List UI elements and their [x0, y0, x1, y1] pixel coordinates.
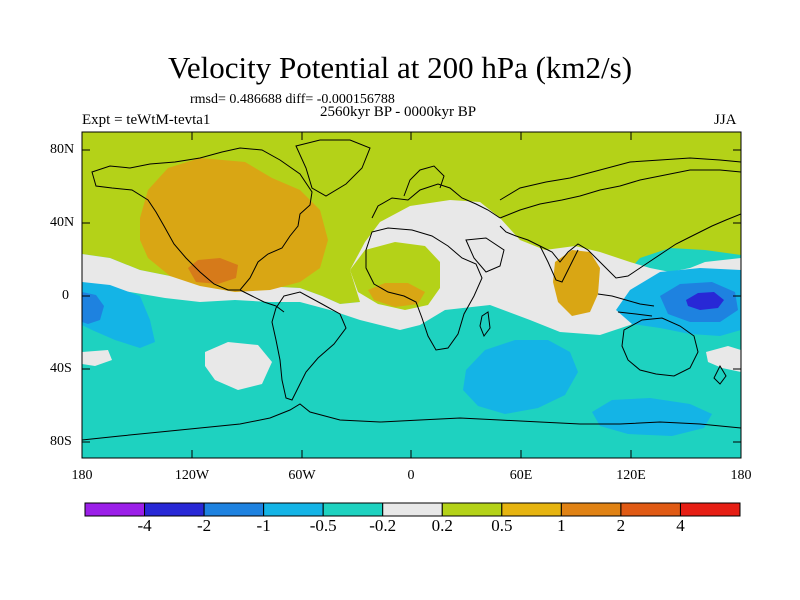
colorbar-label: -1: [256, 516, 271, 535]
coast-arabia: [465, 237, 505, 273]
coast-central-america: [239, 289, 285, 313]
colorbar-swatch: [501, 502, 562, 517]
experiment-label: Expt = teWtM-tevta1: [82, 112, 211, 128]
lat-tick-label: 40S: [50, 361, 72, 376]
lon-tick-label: 60E: [509, 468, 533, 483]
coast-africa: [365, 227, 483, 351]
field-east-pacific-core: [686, 292, 724, 310]
colorbar-swatch: [84, 502, 146, 517]
season-label: JJA: [714, 112, 737, 128]
coast-new-zealand: [713, 364, 727, 385]
period-label: 2560kyr BP - 0000kyr BP: [320, 104, 477, 120]
coast-antarctica: [82, 403, 741, 441]
field-sw-neutral: [82, 350, 112, 366]
colorbar-swatch: [620, 502, 681, 517]
coastlines: [82, 139, 741, 441]
lat-tick-label: 0: [62, 288, 69, 303]
field-west-pacific-negative: [82, 282, 155, 348]
colorbar-swatch: [679, 502, 741, 517]
colorbar-swatch: [144, 502, 205, 517]
colorbar-swatch: [441, 502, 503, 517]
colorbar-swatch: [263, 502, 324, 517]
lat-tick-label: 40N: [50, 215, 75, 230]
lon-tick-label: 180: [730, 468, 752, 483]
colorbar-label: -0.5: [309, 516, 337, 535]
coast-siberia-north: [499, 157, 741, 201]
coast-indonesia: [597, 293, 655, 317]
colorbar-label: -2: [196, 516, 212, 535]
coast-europe: [371, 183, 501, 219]
colorbar-label: 2: [616, 516, 626, 535]
coast-australia: [621, 317, 699, 377]
colorbar-swatch: [203, 502, 265, 517]
lat-tick-label: 80N: [50, 142, 75, 157]
coast-india: [539, 245, 579, 283]
field-indian-negative: [463, 340, 578, 414]
lon-tick-label: 120W: [174, 468, 210, 483]
field-samerica-neutral: [205, 342, 272, 390]
field-namerica-core: [188, 258, 238, 284]
colorbar-swatch: [560, 502, 622, 517]
field-south-pacific-negative: [592, 398, 712, 436]
colorbar-label: -4: [137, 516, 152, 535]
field-west-pacific-core: [82, 292, 104, 324]
field-se-neutral: [706, 346, 741, 372]
lon-tick-label: 0: [407, 468, 415, 483]
colorbar-swatch: [382, 502, 443, 517]
coast-madagascar: [479, 311, 491, 338]
colorbar-label: 0.5: [491, 516, 513, 535]
lon-tick-label: 120E: [616, 468, 646, 483]
coast-north-america: [91, 147, 313, 291]
colorbar-swatch: [322, 502, 384, 517]
colorbar-label: 1: [557, 516, 566, 535]
coast-south-america: [271, 291, 347, 401]
stats-line: rmsd= 0.486688 diff= -0.000156788: [190, 92, 395, 107]
coast-asia: [499, 169, 741, 279]
lon-tick-label: 60W: [288, 468, 316, 483]
colorbar-label: 4: [676, 516, 685, 535]
lon-tick-label: 180: [71, 468, 93, 483]
map-title: Velocity Potential at 200 hPa (km2/s): [167, 50, 633, 85]
coast-greenland: [295, 139, 371, 197]
colorbar-label: -0.2: [369, 516, 397, 535]
axis-ticks: [82, 132, 741, 458]
colorbar-label: 0.2: [431, 516, 453, 535]
coast-scandinavia: [403, 165, 445, 197]
field-asia-positive: [553, 250, 600, 316]
lat-tick-label: 80S: [50, 434, 72, 449]
